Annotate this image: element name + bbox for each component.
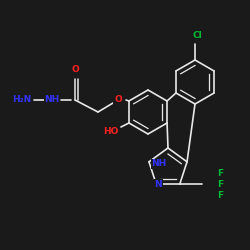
Text: F: F xyxy=(217,180,223,189)
Text: O: O xyxy=(71,66,79,74)
Text: Cl: Cl xyxy=(192,32,202,40)
Text: F: F xyxy=(217,191,223,200)
Text: F: F xyxy=(217,169,223,178)
Text: NH: NH xyxy=(44,96,60,104)
Text: NH: NH xyxy=(151,159,166,168)
Text: O: O xyxy=(114,96,122,104)
Text: HO: HO xyxy=(103,126,119,136)
Text: H₂N: H₂N xyxy=(12,96,32,104)
Text: N: N xyxy=(154,180,162,189)
